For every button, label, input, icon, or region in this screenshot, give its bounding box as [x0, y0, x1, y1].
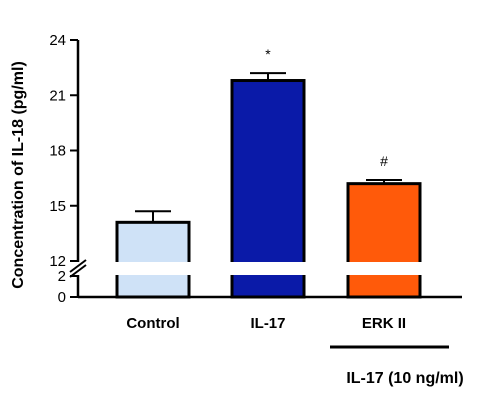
y-tick-label-2: 2	[58, 268, 66, 285]
axis-break-band	[74, 262, 454, 275]
y-tick-label-24: 24	[49, 32, 66, 49]
x-tick-label-1: IL-17	[250, 315, 285, 332]
x-tick-label-0: Control	[126, 315, 179, 332]
y-axis	[69, 39, 462, 299]
bar-2	[346, 182, 422, 299]
labels-layer: Control * IL-17 # ERK II 12 15 18 21 24 0 2	[49, 32, 406, 332]
axis-break-mark-top	[69, 259, 87, 273]
bar-1	[230, 79, 306, 299]
group-label: IL-17 (10 ng/ml)	[346, 370, 463, 387]
y-tick-label-18: 18	[49, 143, 66, 160]
y-tick-label-15: 15	[49, 198, 66, 215]
significance-mark-2: #	[380, 153, 388, 169]
bars-layer	[74, 72, 454, 299]
y-axis-title: Concentration of IL-18 (pg/ml)	[10, 61, 27, 289]
significance-mark-1: *	[265, 46, 271, 62]
y-tick-label-21: 21	[49, 87, 66, 104]
x-tick-label-2: ERK II	[362, 315, 406, 332]
y-tick-label-0: 0	[58, 289, 66, 306]
y-tick-label-12: 12	[49, 253, 66, 270]
bar-0	[115, 220, 191, 299]
